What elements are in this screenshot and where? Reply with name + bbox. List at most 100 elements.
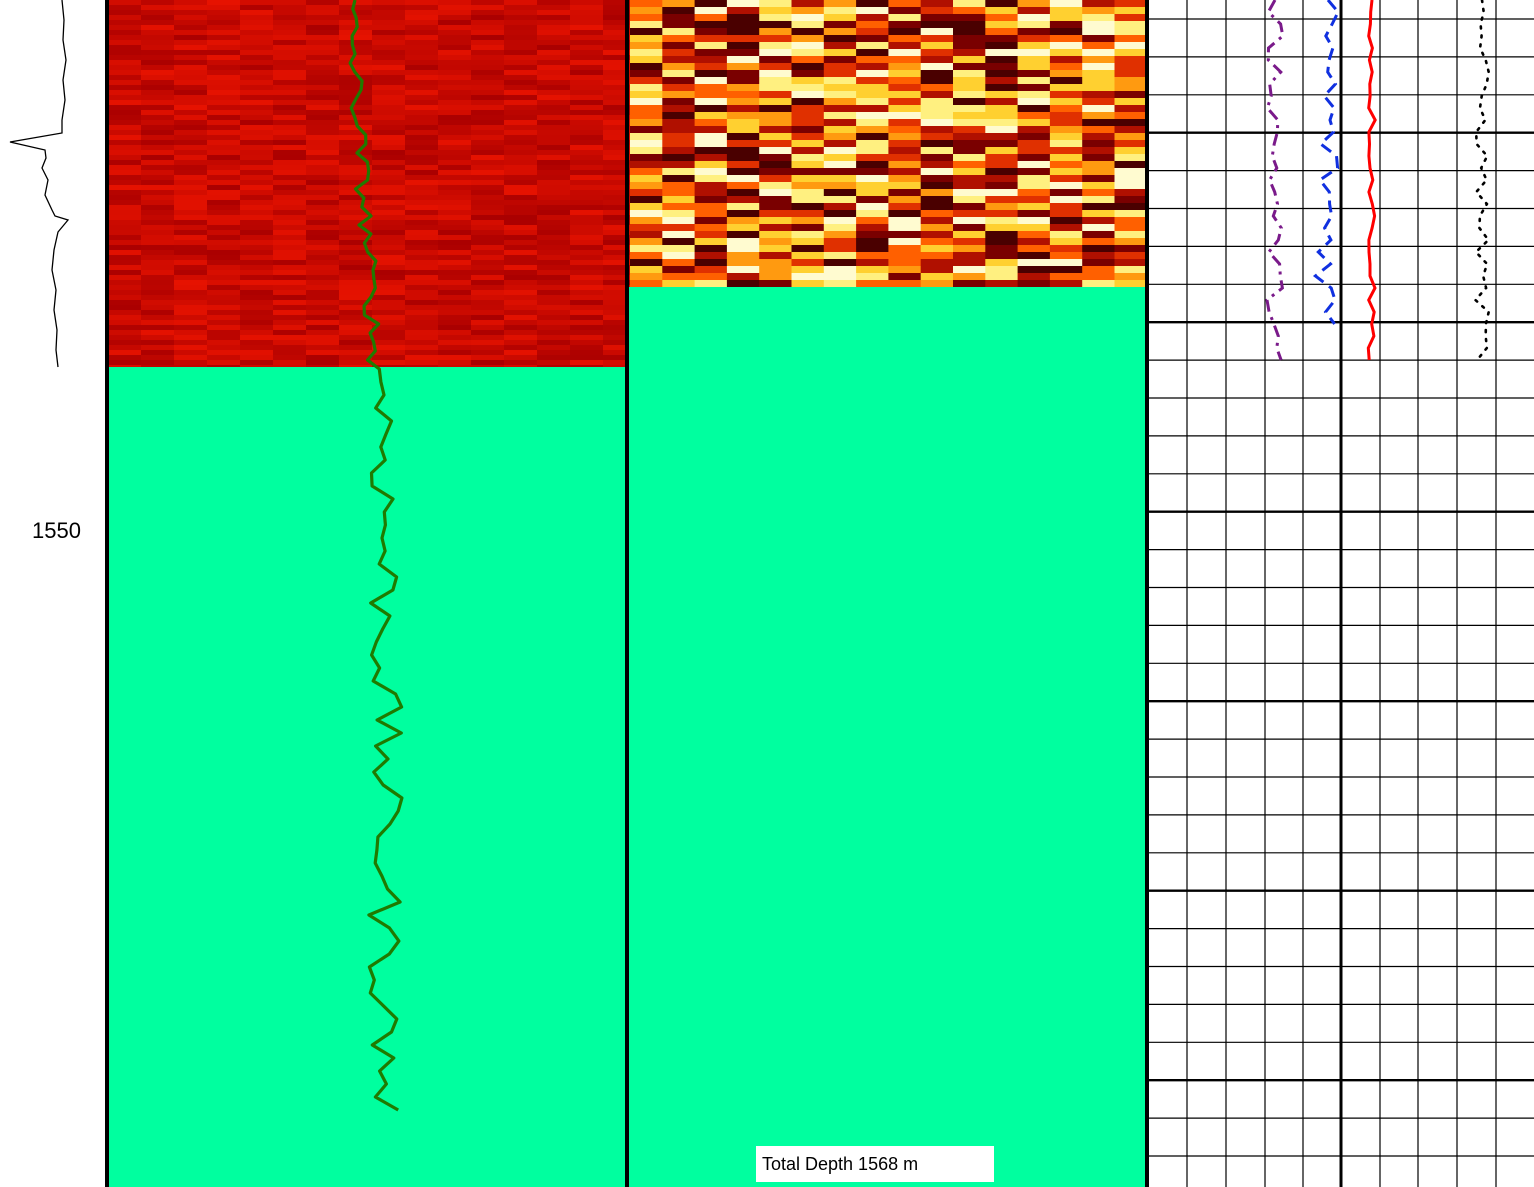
heat-cell xyxy=(438,310,472,316)
heat-cell xyxy=(372,310,406,316)
heat-cell xyxy=(1114,56,1148,64)
heat-cell xyxy=(759,224,793,232)
heat-cell xyxy=(1082,84,1116,92)
heat-cell xyxy=(240,350,274,356)
heat-cell xyxy=(174,175,208,181)
heat-cell xyxy=(953,161,986,169)
heat-cell xyxy=(570,225,604,231)
heat-cell xyxy=(405,90,439,96)
heat-cell xyxy=(174,165,208,171)
heat-cell xyxy=(570,355,604,361)
heat-cell xyxy=(630,77,663,85)
heat-cell xyxy=(662,154,696,162)
heat-cell xyxy=(405,280,439,286)
heat-cell xyxy=(141,260,175,266)
heat-cell xyxy=(953,175,986,183)
heat-cell xyxy=(759,133,793,141)
heat-cell xyxy=(603,120,637,126)
heat-cell xyxy=(759,91,793,99)
heat-cell xyxy=(504,0,538,6)
heat-cell xyxy=(1082,238,1116,246)
heat-cell xyxy=(694,7,728,15)
heat-cell xyxy=(471,265,505,271)
heat-cell xyxy=(438,35,472,41)
heat-cell xyxy=(856,21,890,29)
heat-cell xyxy=(791,63,825,71)
heat-cell xyxy=(726,77,760,85)
heat-cell xyxy=(1017,98,1051,106)
heat-cell xyxy=(1049,7,1083,15)
heat-cell xyxy=(791,154,825,162)
heat-cell xyxy=(888,21,922,29)
heat-cell xyxy=(537,120,571,126)
heat-cell xyxy=(240,10,274,16)
heat-cell xyxy=(504,180,538,186)
heat-cell xyxy=(537,45,571,51)
heat-cell xyxy=(694,14,728,22)
heat-cell xyxy=(823,63,857,71)
heat-cell xyxy=(141,230,175,236)
heat-cell xyxy=(207,70,241,76)
heat-cell xyxy=(372,35,406,41)
heat-cell xyxy=(726,161,760,169)
heat-cell xyxy=(141,95,175,101)
heat-cell xyxy=(759,210,793,218)
heat-cell xyxy=(240,330,274,336)
heat-cell xyxy=(537,320,571,326)
heat-cell xyxy=(504,75,538,81)
heat-cell xyxy=(240,285,274,291)
heat-cell xyxy=(603,180,637,186)
heat-cell xyxy=(856,126,890,134)
heat-cell xyxy=(920,182,954,190)
heat-cell xyxy=(273,255,307,261)
heat-cell xyxy=(240,215,274,221)
heat-cell xyxy=(339,355,373,361)
heat-cell xyxy=(372,185,406,191)
heat-cell xyxy=(603,160,637,166)
heat-cell xyxy=(174,150,208,156)
heat-cell xyxy=(570,35,604,41)
heat-cell xyxy=(1049,21,1083,29)
heat-cell xyxy=(339,295,373,301)
heat-cell xyxy=(405,245,439,251)
heat-cell xyxy=(504,360,538,366)
heat-cell xyxy=(141,250,175,256)
heat-cell xyxy=(405,110,439,116)
heat-cell xyxy=(438,335,472,341)
heat-cell xyxy=(759,42,793,50)
heat-cell xyxy=(141,195,175,201)
heat-cell xyxy=(726,210,760,218)
heat-cell xyxy=(759,168,793,176)
heat-cell xyxy=(438,250,472,256)
heat-cell xyxy=(537,350,571,356)
heat-cell xyxy=(1017,112,1051,120)
heat-cell xyxy=(174,0,208,6)
heat-cell xyxy=(662,112,696,120)
heat-cell xyxy=(471,235,505,241)
heat-cell xyxy=(273,220,307,226)
heat-cell xyxy=(141,110,175,116)
heat-cell xyxy=(174,360,208,366)
heat-cell xyxy=(537,335,571,341)
heat-cell xyxy=(920,91,954,99)
heat-cell xyxy=(791,252,825,260)
heat-cell xyxy=(108,35,142,41)
heat-cell xyxy=(603,20,637,26)
heat-cell xyxy=(856,161,890,169)
heat-cell xyxy=(108,65,142,71)
heat-cell xyxy=(372,275,406,281)
heat-cell xyxy=(405,350,439,356)
heat-cell xyxy=(537,195,571,201)
heat-cell xyxy=(791,56,825,64)
heat-cell xyxy=(174,135,208,141)
heat-cell xyxy=(471,240,505,246)
heat-cell xyxy=(537,145,571,151)
heat-cell xyxy=(791,182,825,190)
heat-cell xyxy=(207,200,241,206)
heat-cell xyxy=(1017,147,1051,155)
heat-cell xyxy=(759,259,793,267)
heat-cell xyxy=(570,185,604,191)
heat-cell xyxy=(108,105,142,111)
heat-cell xyxy=(1114,203,1148,211)
heat-cell xyxy=(372,140,406,146)
